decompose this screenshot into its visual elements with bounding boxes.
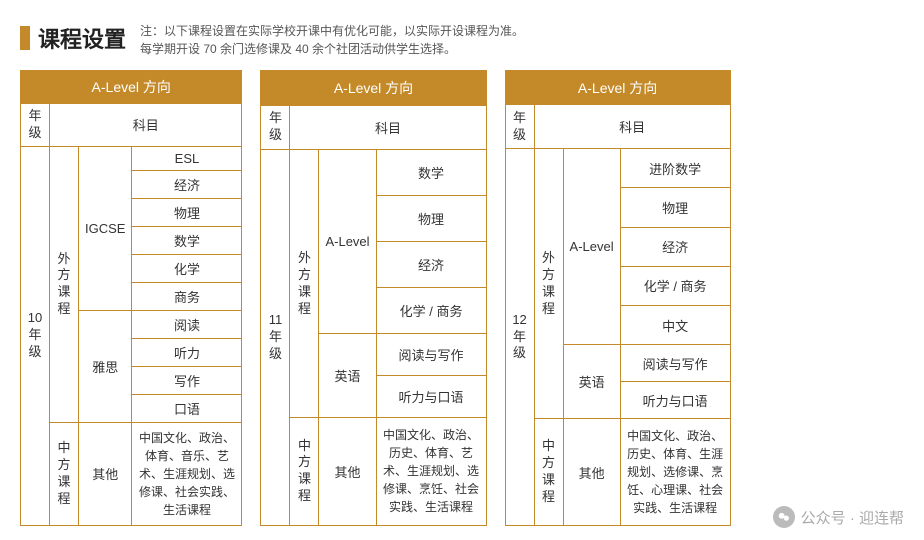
subject-header: 科目 (534, 105, 730, 149)
grade-header: 年级 (261, 105, 290, 150)
subject-cell: 数学 (376, 150, 486, 196)
subject-header: 科目 (50, 104, 242, 147)
subject-cell: 化学 / 商务 (620, 266, 730, 305)
other-subjects: 中国文化、政治、历史、体育、艺术、生涯规划、选修课、烹饪、社会实践、生活课程 (376, 417, 486, 525)
table-heading: A-Level 方向 (505, 71, 730, 105)
page-title: 课程设置 (38, 22, 126, 54)
subject-cell: 进阶数学 (620, 149, 730, 188)
chinese-category: 中方课程 (290, 417, 319, 525)
table-heading: A-Level 方向 (21, 71, 242, 104)
alevel-label: A-Level (563, 149, 620, 345)
grade-cell: 11年级 (261, 150, 290, 526)
english-label: 英语 (563, 345, 620, 419)
wechat-text: 公众号 · 迎连帮 (801, 507, 904, 528)
subject-header: 科目 (290, 105, 486, 150)
subject-cell: 听力 (132, 338, 242, 366)
subject-cell: 听力与口语 (620, 382, 730, 419)
grade-header: 年级 (505, 105, 534, 149)
other-subjects: 中国文化、政治、体育、音乐、艺术、生涯规划、选修课、社会实践、生活课程 (132, 422, 242, 525)
page-header: 课程设置 注：以下课程设置在实际学校开课中有优化可能，以实际开设课程为准。 每学… (0, 0, 924, 70)
subject-cell: 物理 (376, 196, 486, 242)
wechat-icon (773, 506, 795, 528)
subject-cell: 数学 (132, 226, 242, 254)
title-wrap: 课程设置 (20, 22, 126, 54)
subject-cell: 经济 (132, 170, 242, 198)
subject-cell: 阅读 (132, 310, 242, 338)
grade-header: 年级 (21, 104, 50, 147)
igcse-label: IGCSE (79, 146, 132, 310)
wechat-watermark: 公众号 · 迎连帮 (773, 506, 904, 528)
chinese-category: 中方课程 (534, 419, 563, 525)
subject-cell: ESL (132, 146, 242, 170)
chinese-category: 中方课程 (50, 422, 79, 525)
curriculum-table-grade-12: A-Level 方向 年级 科目 12年级 外方课程 A-Level 进阶数学 … (505, 70, 731, 526)
subject-cell: 口语 (132, 394, 242, 422)
header-note: 注：以下课程设置在实际学校开课中有优化可能，以实际开设课程为准。 每学期开设 7… (140, 22, 524, 58)
subject-cell: 物理 (132, 198, 242, 226)
other-label: 其他 (79, 422, 132, 525)
subject-cell: 化学 / 商务 (376, 288, 486, 334)
note-line-1: 注：以下课程设置在实际学校开课中有优化可能，以实际开设课程为准。 (140, 22, 524, 40)
foreign-category: 外方课程 (534, 149, 563, 419)
subject-cell: 写作 (132, 366, 242, 394)
note-line-2: 每学期开设 70 余门选修课及 40 余个社团活动供学生选择。 (140, 40, 524, 58)
ielts-label: 雅思 (79, 310, 132, 422)
grade-cell: 12年级 (505, 149, 534, 526)
subject-cell: 阅读与写作 (376, 334, 486, 376)
curriculum-table-grade-10: A-Level 方向 年级 科目 10年级 外方课程 IGCSE ESL 经济 … (20, 70, 242, 526)
alevel-label: A-Level (319, 150, 376, 334)
subject-cell: 中文 (620, 305, 730, 344)
subject-cell: 听力与口语 (376, 376, 486, 418)
other-label: 其他 (563, 419, 620, 525)
english-label: 英语 (319, 334, 376, 418)
title-accent-bar (20, 26, 30, 50)
foreign-category: 外方课程 (290, 150, 319, 418)
foreign-category: 外方课程 (50, 146, 79, 422)
grade-cell: 10年级 (21, 146, 50, 525)
subject-cell: 物理 (620, 188, 730, 227)
subject-cell: 阅读与写作 (620, 345, 730, 382)
tables-container: A-Level 方向 年级 科目 10年级 外方课程 IGCSE ESL 经济 … (0, 70, 924, 526)
curriculum-table-grade-11: A-Level 方向 年级 科目 11年级 外方课程 A-Level 数学 物理… (260, 70, 486, 526)
table-heading: A-Level 方向 (261, 71, 486, 106)
subject-cell: 经济 (376, 242, 486, 288)
subject-cell: 化学 (132, 254, 242, 282)
subject-cell: 经济 (620, 227, 730, 266)
other-subjects: 中国文化、政治、历史、体育、生涯规划、选修课、烹饪、心理课、社会实践、生活课程 (620, 419, 730, 525)
other-label: 其他 (319, 417, 376, 525)
subject-cell: 商务 (132, 282, 242, 310)
